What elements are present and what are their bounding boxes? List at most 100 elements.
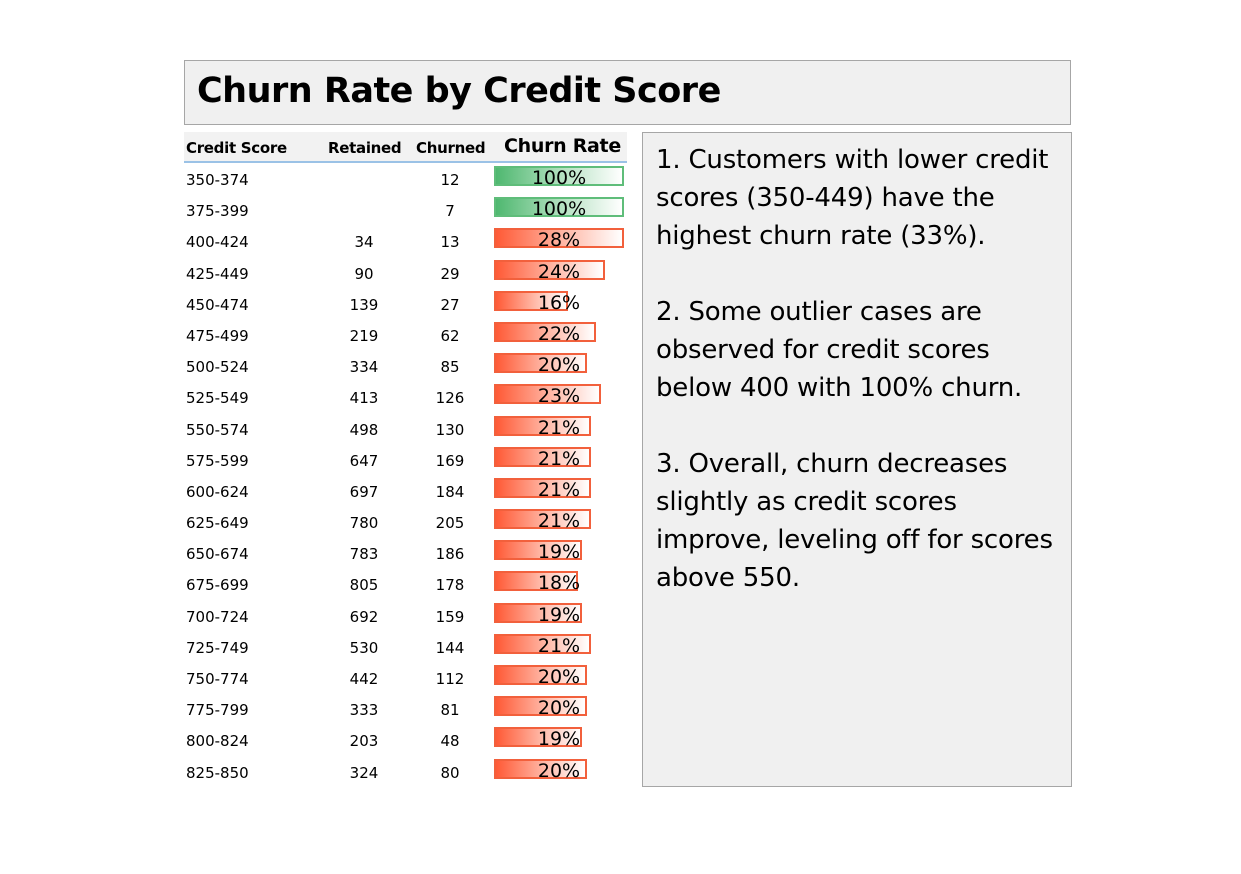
churn-rate-label: 19% [537,541,581,564]
insight-note: 1. Customers with lower credit scores (3… [656,145,1049,251]
churned-value: 130 [435,420,465,439]
churn-rate-label: 100% [531,167,587,189]
churn-rate-bar [494,758,587,779]
churn-rate-label: 22% [537,322,581,345]
table-row: 475-499 219 62 22% [184,319,627,350]
credit-score-cell: 800-824 [186,732,249,751]
churned-value: 62 [440,326,460,345]
table-row: 700-724 692 159 19% [184,600,627,631]
credit-score-cell: 375-399 [186,202,249,221]
retained-value: 647 [349,451,379,470]
header-churn-rate: Churn Rate [504,135,621,157]
churn-rate-bar [494,540,582,561]
retained-value: 498 [349,420,379,439]
retained-value: 530 [349,638,379,657]
churn-rate-label: 100% [531,198,587,221]
table-row: 500-524 334 85 20% [184,350,627,381]
churned-value: 184 [435,482,465,501]
retained-value: 333 [349,701,379,720]
retained-value: 780 [349,514,379,533]
credit-score-cell: 625-649 [186,514,249,533]
churn-rate-bar [494,384,601,405]
churned-value: 81 [440,701,460,720]
retained-value: 805 [349,576,379,595]
churn-rate-label: 21% [537,447,581,470]
churned-value: 169 [435,451,465,470]
churn-rate-bar [494,509,591,530]
churn-rate-label: 20% [537,759,581,782]
credit-score-cell: 550-574 [186,420,249,439]
churned-value: 85 [440,358,460,377]
table-row: 675-699 805 178 18% [184,568,627,599]
churn-rate-label: 18% [537,572,581,595]
table-row: 525-549 413 126 23% [184,381,627,412]
table-body: 350-374 12 100% 375-399 7 100% 400-424 34 13 28% 4… [184,163,627,787]
churn-rate-bar [494,290,568,311]
retained-value: 692 [349,607,379,626]
header-retained: Retained [328,139,402,157]
churned-value: 205 [435,514,465,533]
retained-value: 442 [349,670,379,688]
churn-rate-bar [494,166,624,186]
churn-rate-bar [494,477,591,498]
retained-value: 783 [349,545,379,564]
churn-rate-bar [494,197,624,218]
churn-rate-bar [494,665,587,685]
credit-score-cell: 750-774 [186,670,249,688]
insight-note: 3. Overall, churn decreases slightly as … [656,449,1053,593]
churn-rate-label: 19% [537,728,581,751]
churned-value: 12 [440,171,460,189]
churn-rate-bar [494,321,596,342]
retained-value: 334 [349,358,379,377]
churn-rate-bar [494,415,591,436]
churn-rate-label: 24% [537,260,581,283]
churned-value: 48 [440,732,460,751]
table-row: 650-674 783 186 19% [184,537,627,568]
churn-rate-bar [494,446,591,467]
table-row: 600-624 697 184 21% [184,475,627,506]
churn-rate-label: 20% [537,666,581,688]
credit-score-cell: 350-374 [186,171,249,189]
insight-note: 2. Some outlier cases are observed for c… [656,297,1023,403]
retained-value: 697 [349,482,379,501]
table-row: 625-649 780 205 21% [184,506,627,537]
credit-score-cell: 400-424 [186,233,249,252]
churn-rate-label: 21% [537,510,581,533]
page-title: Churn Rate by Credit Score [197,71,721,111]
churn-rate-bar [494,571,578,592]
credit-score-cell: 575-599 [186,451,249,470]
churn-rate-label: 21% [537,478,581,501]
credit-score-cell: 525-549 [186,389,249,408]
churned-value: 13 [440,233,460,252]
churn-rate-bar [494,696,587,717]
retained-value: 139 [349,295,379,314]
table-row: 750-774 442 112 20% [184,662,627,693]
churned-value: 178 [435,576,465,595]
credit-score-cell: 675-699 [186,576,249,595]
header-credit-score: Credit Score [186,139,287,157]
credit-score-cell: 825-850 [186,763,249,782]
table-row: 775-799 333 81 20% [184,693,627,724]
churn-rate-label: 20% [537,354,581,377]
churned-value: 144 [435,638,465,657]
churn-rate-bar [494,727,582,748]
churn-rate-bar [494,259,605,280]
header-churned: Churned [416,139,486,157]
table-row: 425-449 90 29 24% [184,257,627,288]
churn-rate-label: 21% [537,416,581,439]
churn-rate-label: 19% [537,603,581,626]
churn-rate-label: 21% [537,634,581,657]
table-row: 825-850 324 80 20% [184,756,627,787]
churn-rate-label: 20% [537,697,581,720]
table-row: 550-574 498 130 21% [184,413,627,444]
credit-score-cell: 725-749 [186,638,249,657]
credit-score-cell: 475-499 [186,326,249,345]
churn-rate-bar [494,633,591,654]
churn-rate-label: 23% [537,385,581,408]
table-row: 575-599 647 169 21% [184,444,627,475]
table-row: 725-749 530 144 21% [184,631,627,662]
churned-value: 80 [440,763,460,782]
churned-value: 126 [435,389,465,408]
retained-value: 34 [354,233,374,252]
table-header: Credit Score Retained Churned Churn Rate [184,132,627,163]
